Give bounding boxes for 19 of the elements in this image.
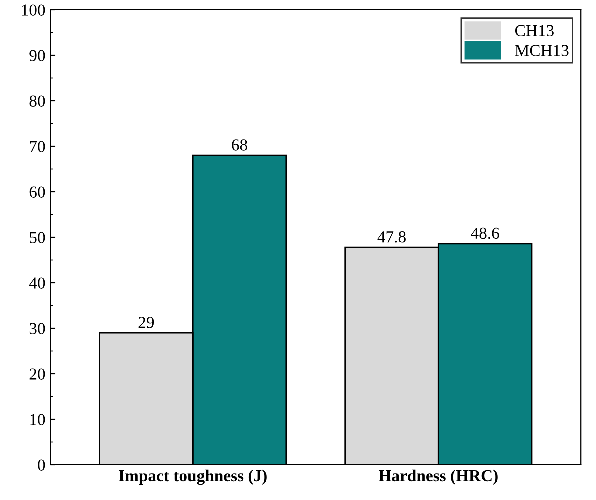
- data-label: 68: [232, 140, 248, 151]
- y-tick-label: 60: [30, 186, 46, 198]
- y-tick-label: 90: [30, 50, 46, 62]
- legend-label: CH13: [515, 25, 554, 36]
- data-label: 29: [138, 317, 154, 328]
- legend-label: MCH13: [515, 45, 569, 56]
- y-tick-label: 80: [30, 96, 46, 107]
- y-tick-label: 30: [30, 323, 46, 334]
- y-tick-label: 70: [30, 141, 46, 152]
- y-tick-label: 20: [30, 368, 46, 380]
- x-tick-label: Hardness (HRC): [379, 470, 498, 485]
- data-label: 48.6: [471, 228, 500, 240]
- x-tick-label: Impact toughness (J): [119, 470, 267, 486]
- y-tick-label: 40: [29, 278, 46, 289]
- y-tick-label: 50: [30, 232, 46, 244]
- y-tick-label: 0: [38, 460, 46, 471]
- y-tick-label: 100: [22, 4, 46, 16]
- y-tick-label: 10: [30, 414, 46, 426]
- data-label: 47.8: [378, 231, 406, 243]
